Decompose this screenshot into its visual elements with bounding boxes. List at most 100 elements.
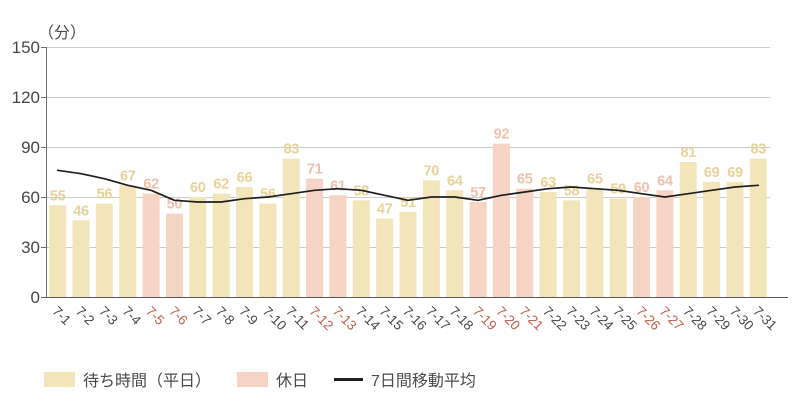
- x-tick-label-7-22: 7-22: [540, 304, 570, 334]
- x-tick-label-7-31: 7-31: [750, 304, 780, 334]
- bar-7-6[interactable]: [165, 213, 183, 297]
- bar-7-8[interactable]: [212, 193, 230, 297]
- bar-7-21[interactable]: [516, 188, 534, 297]
- bar-value-7-17: 70: [424, 163, 440, 179]
- bar-7-28[interactable]: [679, 162, 697, 297]
- bar-value-7-16: 51: [400, 195, 416, 211]
- bar-7-10[interactable]: [259, 203, 277, 297]
- y-tick-label-30: 30: [21, 238, 40, 257]
- bar-value-7-8: 62: [213, 177, 229, 193]
- bar-7-7[interactable]: [189, 197, 207, 297]
- bar-value-7-3: 56: [97, 187, 113, 203]
- bar-value-7-22: 63: [540, 175, 556, 191]
- x-tick-label-7-7: 7-7: [190, 304, 214, 328]
- x-tick-label-7-4: 7-4: [120, 304, 145, 329]
- bar-value-7-28: 81: [680, 145, 696, 161]
- bar-7-27[interactable]: [656, 190, 674, 297]
- bar-7-18[interactable]: [446, 190, 464, 297]
- bar-value-7-18: 64: [447, 173, 463, 189]
- bar-7-30[interactable]: [726, 182, 744, 297]
- bar-value-7-31: 83: [751, 142, 767, 158]
- moving-average-line-icon: [334, 377, 364, 381]
- bar-value-7-24: 65: [587, 172, 603, 188]
- bar-7-26[interactable]: [633, 197, 651, 297]
- bar-7-9[interactable]: [236, 187, 254, 297]
- x-tick-label-7-26: 7-26: [633, 304, 663, 334]
- bar-value-7-19: 57: [470, 185, 486, 201]
- bar-7-14[interactable]: [352, 200, 370, 297]
- x-tick-label-7-10: 7-10: [260, 304, 290, 334]
- bar-value-7-30: 69: [727, 165, 743, 181]
- bar-value-7-7: 60: [190, 180, 206, 196]
- bar-7-22[interactable]: [539, 192, 557, 297]
- bar-value-7-9: 66: [237, 170, 253, 186]
- x-tick-label-7-15: 7-15: [377, 304, 407, 334]
- bar-7-23[interactable]: [562, 200, 580, 297]
- bar-7-24[interactable]: [586, 188, 604, 297]
- bar-7-16[interactable]: [399, 212, 417, 297]
- bar-value-7-21: 65: [517, 172, 533, 188]
- x-tick-label-7-2: 7-2: [73, 304, 97, 328]
- x-tick-label-7-12: 7-12: [306, 304, 336, 334]
- x-tick-label-7-28: 7-28: [680, 304, 710, 334]
- bar-value-7-23: 58: [564, 183, 580, 199]
- legend-holiday-label: 休日: [276, 373, 309, 390]
- bar-7-19[interactable]: [469, 202, 487, 297]
- x-tick-label-7-16: 7-16: [400, 304, 430, 334]
- bar-layer: [49, 143, 767, 297]
- legend-item-weekday[interactable]: 待ち時間（平日）: [44, 367, 211, 391]
- weekday-swatch-icon: [44, 371, 75, 387]
- legend-item-moving-average[interactable]: 7日間移動平均: [334, 367, 476, 391]
- x-tick-label-7-27: 7-27: [657, 304, 687, 334]
- x-tick-label-7-8: 7-8: [213, 304, 237, 328]
- x-tick-label-7-30: 7-30: [727, 304, 757, 334]
- x-tick-label-7-25: 7-25: [610, 304, 640, 334]
- bar-7-25[interactable]: [609, 198, 627, 297]
- x-tick-label-7-23: 7-23: [563, 304, 593, 334]
- bar-7-2[interactable]: [72, 220, 90, 297]
- bar-value-7-1: 55: [50, 188, 66, 204]
- bar-value-7-4: 67: [120, 168, 136, 184]
- bar-7-13[interactable]: [329, 195, 347, 297]
- legend-item-holiday[interactable]: 休日: [237, 367, 308, 391]
- holiday-swatch-icon: [237, 371, 269, 387]
- x-tick-label-7-9: 7-9: [236, 304, 260, 328]
- y-axis-unit-label: （分）: [38, 24, 86, 42]
- bar-7-15[interactable]: [376, 218, 394, 297]
- x-tick-label-7-29: 7-29: [703, 304, 733, 334]
- bar-7-17[interactable]: [422, 180, 440, 297]
- y-tick-label-150: 150: [12, 38, 40, 57]
- bar-value-7-14: 58: [354, 183, 370, 199]
- y-tick-label-0: 0: [31, 288, 40, 307]
- bar-value-7-20: 92: [494, 127, 510, 143]
- bar-value-7-26: 60: [634, 180, 650, 196]
- bar-7-29[interactable]: [703, 182, 721, 297]
- bar-value-7-29: 69: [704, 165, 720, 181]
- x-tick-label-7-24: 7-24: [587, 304, 617, 334]
- x-tick-label-7-21: 7-21: [517, 304, 547, 334]
- bar-7-1[interactable]: [49, 205, 67, 297]
- bar-value-7-11: 83: [283, 142, 299, 158]
- x-tick-label-7-6: 7-6: [166, 304, 190, 328]
- x-tick-label-7-17: 7-17: [423, 304, 453, 334]
- bar-value-7-6: 50: [167, 197, 183, 213]
- x-tick-label-7-14: 7-14: [353, 304, 383, 334]
- bar-7-11[interactable]: [282, 158, 300, 297]
- legend-moving-average-label: 7日間移動平均: [371, 373, 476, 390]
- bar-7-5[interactable]: [142, 193, 160, 297]
- bar-7-31[interactable]: [749, 158, 767, 297]
- bar-value-7-10: 56: [260, 187, 276, 203]
- bar-value-7-15: 47: [377, 202, 393, 218]
- bar-7-3[interactable]: [95, 203, 113, 297]
- bar-7-4[interactable]: [119, 185, 137, 297]
- x-tick-label-7-3: 7-3: [96, 304, 120, 328]
- bar-7-12[interactable]: [306, 178, 324, 297]
- bar-value-7-13: 61: [330, 178, 346, 194]
- bar-value-7-2: 46: [73, 203, 89, 219]
- y-tick-label-120: 120: [12, 88, 40, 107]
- x-tick-label-7-20: 7-20: [493, 304, 523, 334]
- x-tick-label-7-19: 7-19: [470, 304, 500, 334]
- moving-average-line: [56, 169, 760, 203]
- bar-7-20[interactable]: [492, 143, 510, 297]
